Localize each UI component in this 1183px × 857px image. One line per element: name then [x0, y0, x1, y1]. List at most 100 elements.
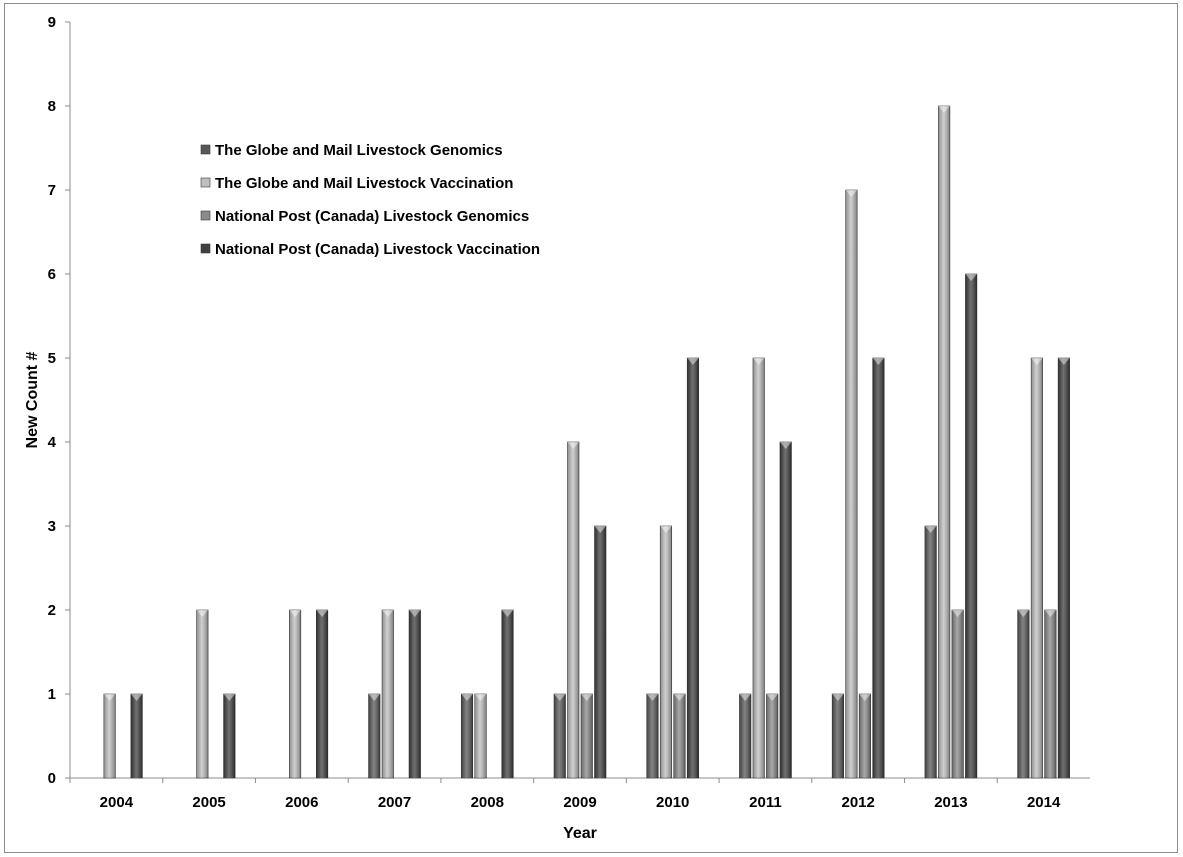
bar-shading: [859, 694, 871, 778]
bar-shading: [938, 106, 950, 778]
x-axis-title: Year: [563, 825, 597, 842]
x-tick-label: 2009: [563, 794, 596, 811]
y-tick-label: 2: [48, 602, 56, 619]
bar: [1017, 609, 1030, 779]
bar-shading: [673, 694, 686, 778]
bar-shading: [594, 526, 606, 778]
y-tick-label: 8: [48, 98, 56, 115]
x-tick-label: 2007: [378, 794, 411, 811]
x-tick-label: 2012: [841, 794, 874, 811]
bar-shading: [951, 610, 964, 778]
bar-cap: [673, 694, 686, 701]
bar: [659, 525, 673, 779]
bar-cap: [872, 358, 885, 365]
y-tick-label: 0: [48, 770, 56, 787]
bar: [845, 189, 858, 779]
legend-label: National Post (Canada) Livestock Genomic…: [215, 208, 529, 225]
bar-cap: [832, 694, 844, 701]
bar-shading: [1017, 610, 1030, 778]
bar-shading: [409, 610, 421, 778]
legend-swatch: [200, 210, 211, 221]
bar: [103, 693, 116, 779]
bar: [223, 693, 236, 779]
bar-shading: [832, 694, 844, 778]
x-tick-label: 2013: [934, 794, 967, 811]
bar-shading: [752, 358, 765, 778]
bar: [646, 693, 659, 779]
y-tick-label: 7: [48, 182, 56, 199]
bar: [316, 609, 329, 779]
y-axis-ticks: 0 1 2 3 4 5 6 7 8 9: [48, 14, 70, 787]
bar: [673, 693, 686, 779]
bar-shading: [1044, 610, 1057, 778]
bar-shading: [223, 694, 236, 778]
x-tick-label: 2004: [100, 794, 134, 811]
bar-cap: [501, 610, 514, 617]
legend: The Globe and Mail Livestock Genomics The…: [200, 142, 540, 258]
legend-swatch: [200, 144, 211, 155]
bar-shading: [382, 610, 394, 778]
bar: [1057, 357, 1070, 779]
legend-label: The Globe and Mail Livestock Genomics: [215, 142, 503, 159]
bar-cap: [1031, 358, 1043, 365]
bar-shading: [130, 694, 143, 778]
bar-cap: [1044, 610, 1057, 617]
bar: [381, 609, 394, 779]
bar-shading: [687, 358, 699, 778]
x-tick-label: 2006: [285, 794, 318, 811]
bar-cap: [845, 190, 858, 197]
bar-cap: [130, 694, 143, 701]
y-tick-label: 3: [48, 518, 56, 535]
bar-shading: [660, 526, 672, 778]
bar: [501, 609, 514, 779]
bar: [289, 609, 302, 779]
bar: [872, 357, 885, 779]
bar: [1044, 609, 1057, 779]
x-tick-label: 2010: [656, 794, 689, 811]
bar-cap: [368, 694, 381, 701]
bar: [752, 357, 765, 779]
bar-cap: [103, 694, 116, 701]
bar: [1030, 357, 1043, 779]
legend-label: The Globe and Mail Livestock Vaccination: [215, 175, 513, 192]
bar-shading: [368, 694, 381, 778]
bar-cap: [766, 694, 778, 701]
bar-shading: [1031, 358, 1043, 778]
legend-swatch: [200, 177, 211, 188]
bar: [553, 693, 566, 779]
bar: [460, 693, 474, 779]
bar-cap: [594, 526, 606, 533]
y-tick-label: 4: [48, 434, 57, 451]
bar: [938, 105, 951, 779]
legend-swatch: [200, 243, 211, 254]
bar-cap: [1058, 358, 1070, 365]
bar-shading: [501, 610, 514, 778]
bar-cap: [382, 610, 394, 617]
bar-cap: [223, 694, 236, 701]
axes: [69, 22, 1090, 779]
bar-shading: [103, 694, 116, 778]
x-tick-label: 2005: [192, 794, 225, 811]
bar: [408, 609, 421, 779]
bar-cap: [938, 106, 950, 113]
bar-shading: [965, 274, 977, 778]
bar-shading: [739, 694, 751, 778]
bar: [951, 609, 964, 779]
y-tick-label: 5: [48, 350, 56, 367]
bar-cap: [752, 358, 765, 365]
bar-cap: [779, 442, 792, 449]
bar-cap: [461, 694, 473, 701]
bar: [924, 525, 937, 779]
bar: [686, 357, 700, 779]
bar-shading: [567, 442, 579, 778]
x-tick-label: 2014: [1027, 794, 1061, 811]
bar: [368, 693, 381, 779]
bar-shading: [779, 442, 792, 778]
bar: [580, 693, 593, 779]
bar-cap: [409, 610, 421, 617]
bar: [474, 693, 487, 779]
y-tick-label: 9: [48, 14, 56, 31]
bar-cap: [965, 274, 977, 281]
bar: [130, 693, 143, 779]
bar-shading: [872, 358, 885, 778]
